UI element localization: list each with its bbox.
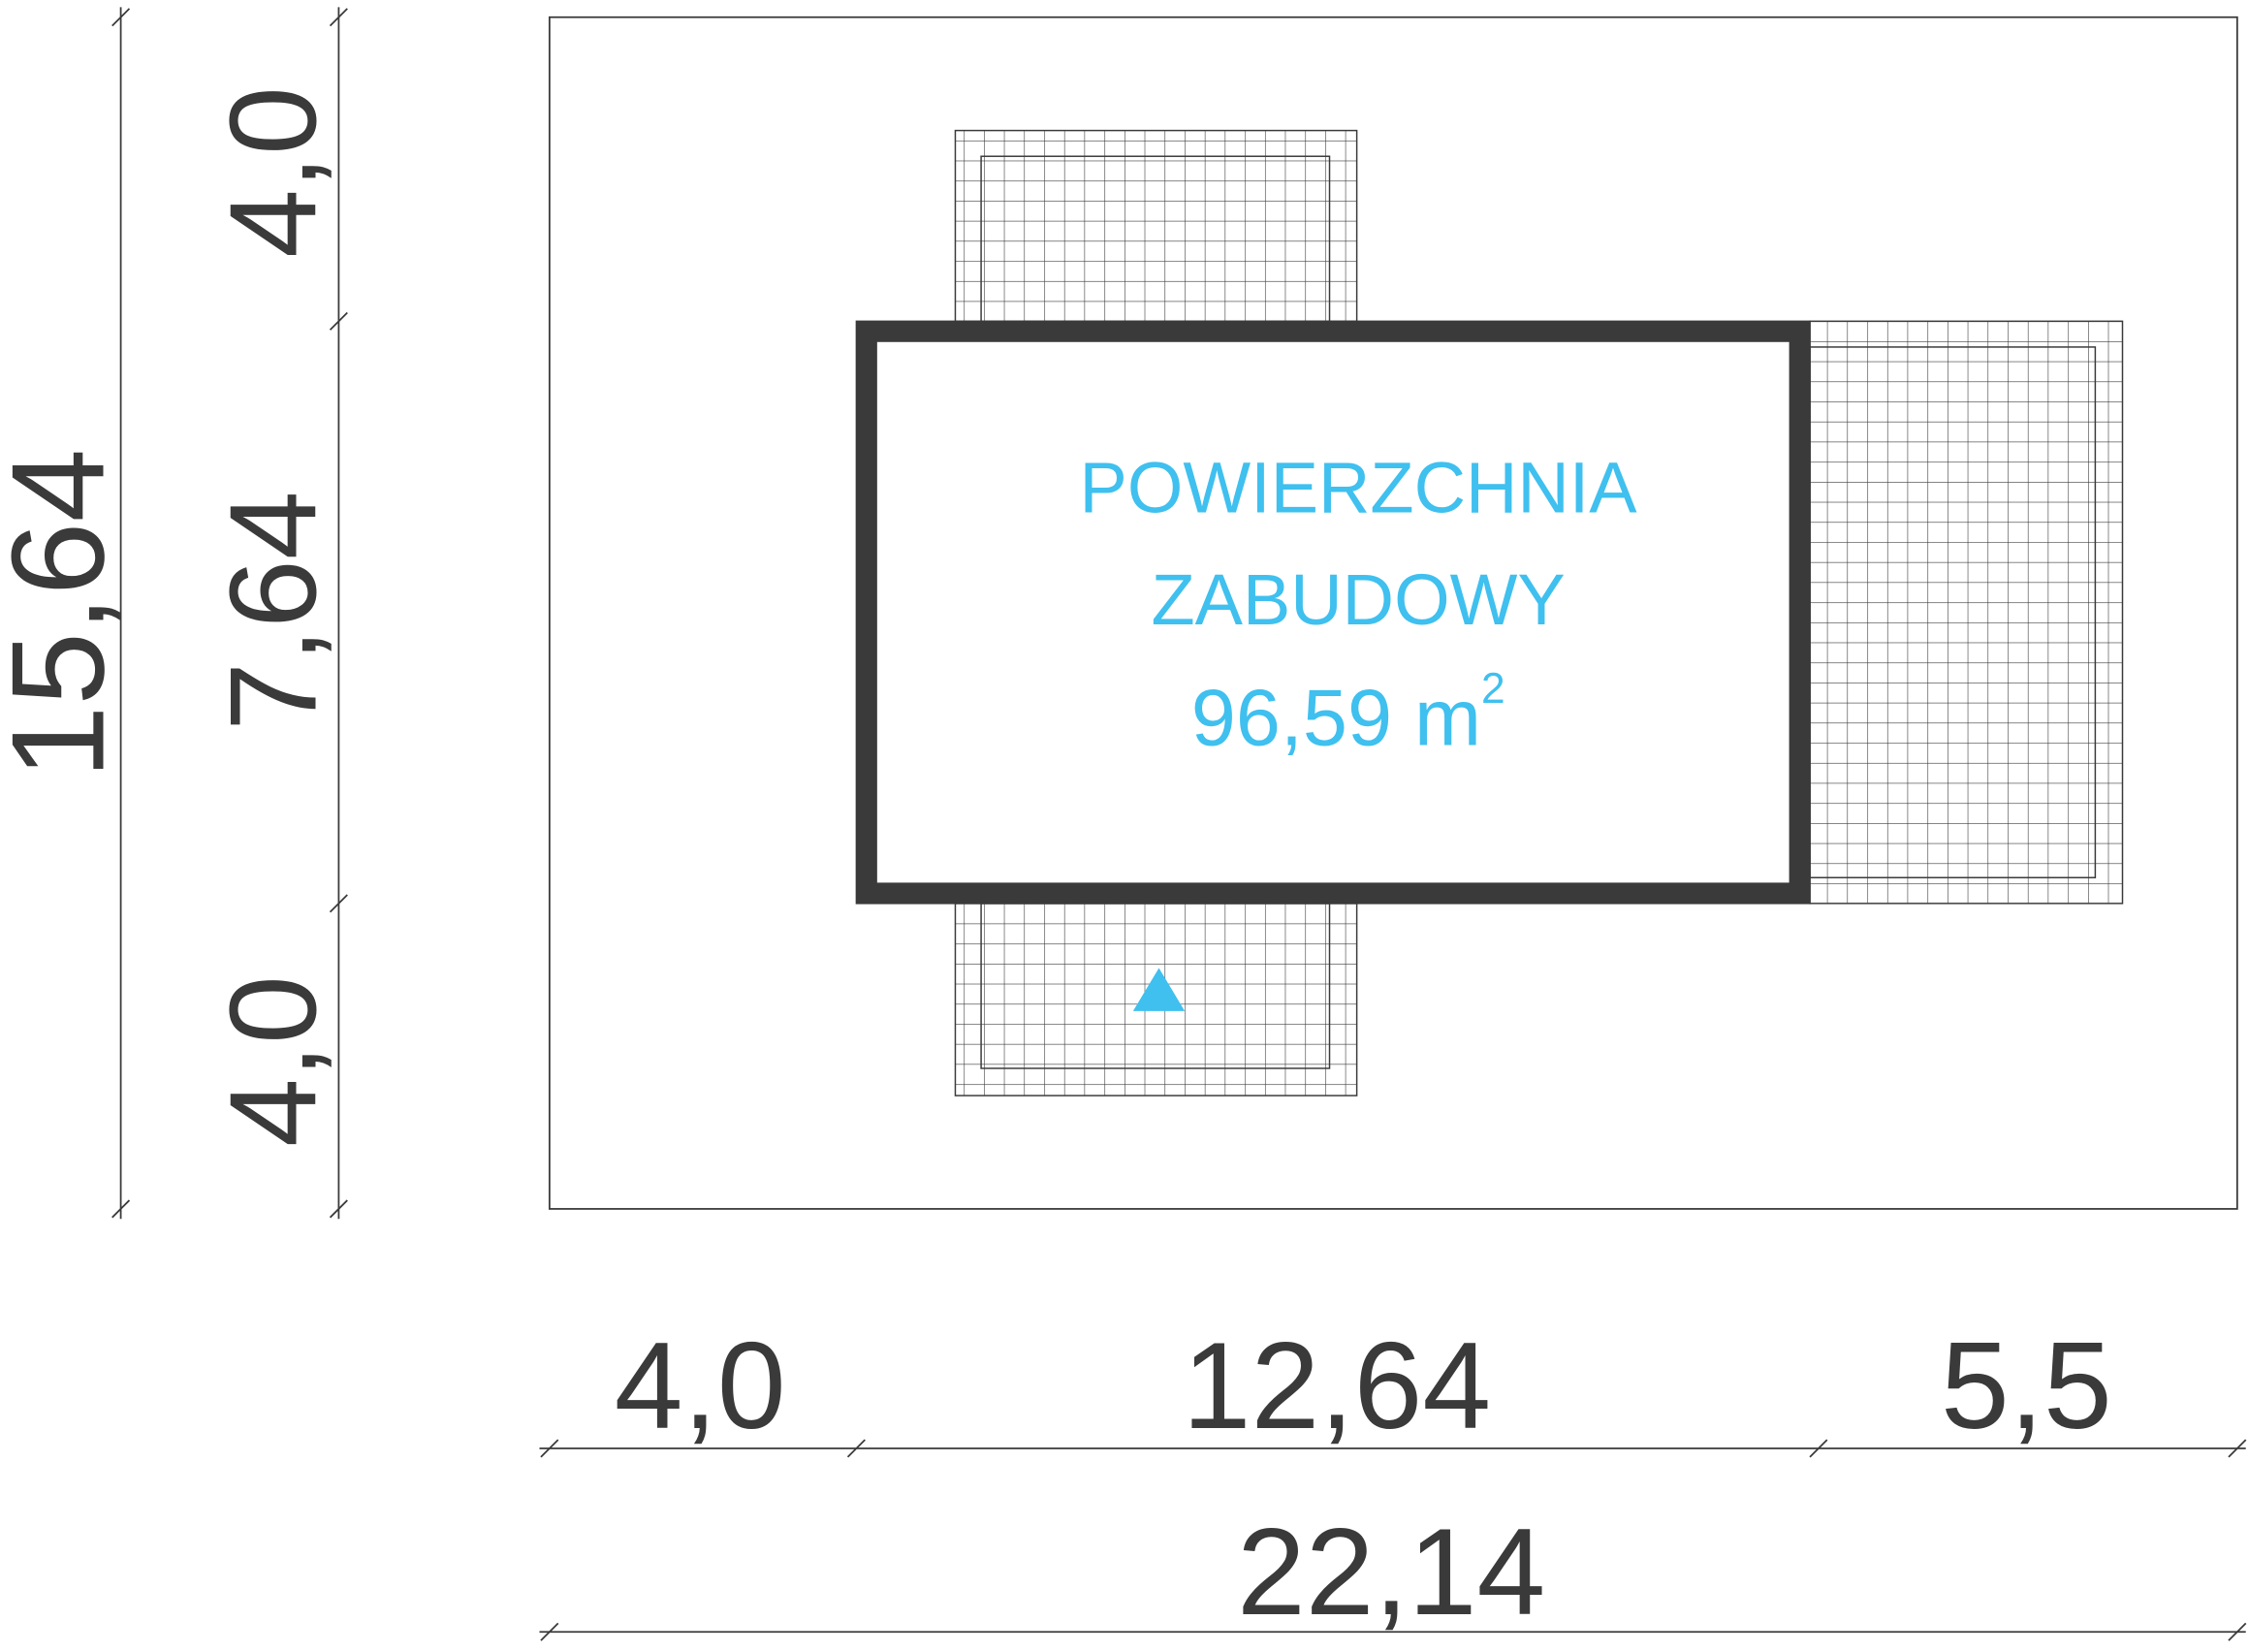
dim-bottom-segment: 5,5: [1941, 1317, 2112, 1454]
area-unit-superscript: 2: [1481, 665, 1505, 713]
plot-boundary: [548, 16, 2238, 1210]
label-line1: POWIERZCHNIA: [1080, 447, 1638, 527]
label-area: 96,59 m2: [1191, 665, 1505, 763]
bottom-dimension-lines: [539, 1439, 2247, 1641]
left-dimension-lines: [111, 7, 348, 1220]
dim-bottom-segment: 12,64: [1183, 1317, 1491, 1454]
dim-left-segment: 4,0: [204, 86, 341, 258]
terrace-right: [1809, 320, 2124, 905]
building-outline: [855, 320, 1811, 905]
dim-bottom-segment: 4,0: [615, 1317, 786, 1454]
dim-left-segment: 4,0: [204, 975, 341, 1147]
area-value: 96,59 m: [1191, 672, 1481, 762]
dim-bottom-total: 22,14: [1237, 1503, 1545, 1640]
dim-left-segment: 7,64: [204, 491, 341, 731]
terrace-top: [954, 129, 1358, 323]
label-line2: ZABUDOWY: [1152, 559, 1566, 640]
entrance-marker: [1132, 968, 1186, 1011]
dim-left-total: 15,64: [0, 449, 132, 779]
